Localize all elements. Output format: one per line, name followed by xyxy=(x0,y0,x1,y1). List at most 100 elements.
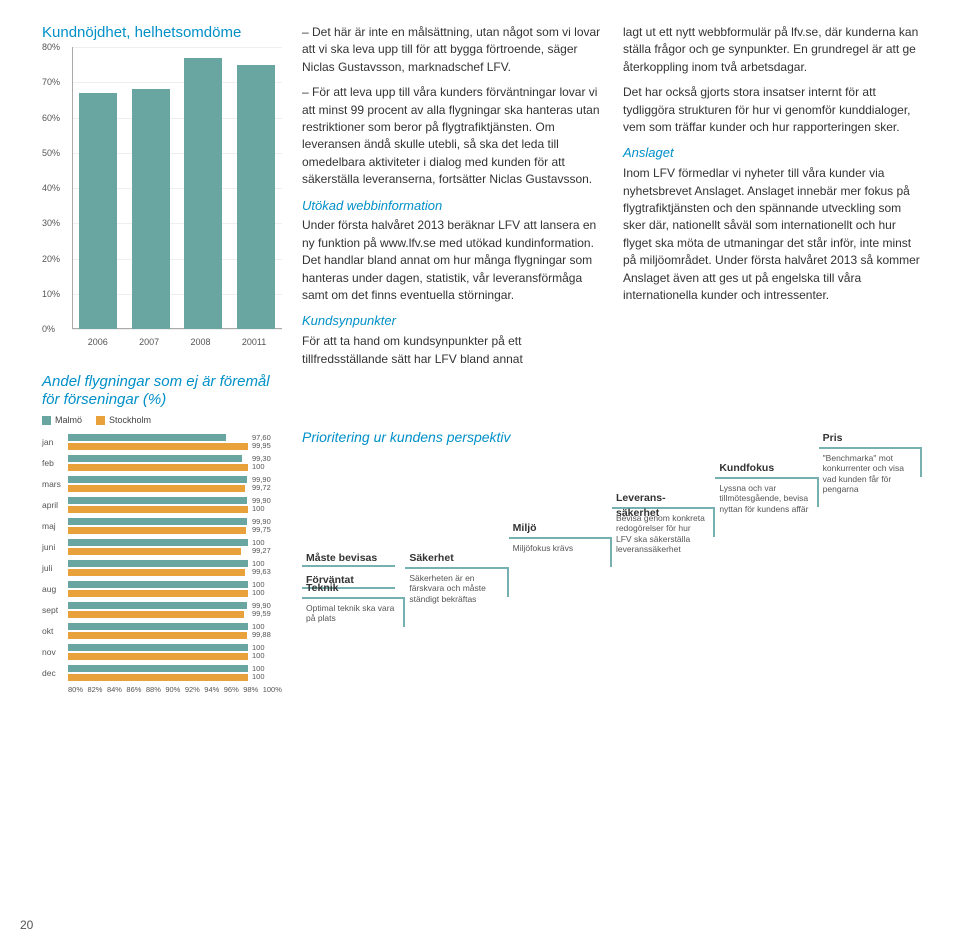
bar xyxy=(237,65,275,329)
stair-label: Säkerhet xyxy=(409,551,453,566)
ytick: 70% xyxy=(42,77,60,87)
para: – För att leva upp till våra kunders för… xyxy=(302,84,603,188)
month-label: juli xyxy=(42,563,68,573)
heading-utokad: Utökad webbinformation xyxy=(302,197,603,216)
value-labels: 10099,63 xyxy=(252,560,282,575)
bar-malmo xyxy=(68,560,248,567)
bar xyxy=(79,93,117,329)
heading-kundsynpunkter: Kundsynpunkter xyxy=(302,312,603,331)
xtick: 90% xyxy=(165,685,180,694)
stair-label: Kundfokus xyxy=(719,461,774,476)
xtick: 94% xyxy=(204,685,219,694)
chart2-title: Andel flygningar som ej är föremål för f… xyxy=(42,373,282,409)
month-label: sept xyxy=(42,605,68,615)
xlabel: 2008 xyxy=(191,337,211,347)
bar-stockholm xyxy=(68,569,245,576)
bar-stockholm xyxy=(68,464,248,471)
month-label: okt xyxy=(42,626,68,636)
bar-malmo xyxy=(68,476,247,483)
ytick: 50% xyxy=(42,148,60,158)
value-labels: 100100 xyxy=(252,581,282,596)
xtick: 84% xyxy=(107,685,122,694)
page-number: 20 xyxy=(20,918,33,932)
xlabel: 20011 xyxy=(242,337,266,347)
value-labels: 99,9099,75 xyxy=(252,518,282,533)
bar-stockholm xyxy=(68,674,248,681)
bar-stockholm xyxy=(68,485,245,492)
chart2-legend: Malmö Stockholm xyxy=(42,415,282,425)
stair-label: Teknik xyxy=(306,581,338,596)
month-label: juni xyxy=(42,542,68,552)
month-label: dec xyxy=(42,668,68,678)
stair-desc: Bevisa genom konkreta redogörelser för h… xyxy=(616,513,706,554)
bar-stockholm xyxy=(68,590,248,597)
chart1-title: Kundnöjdhet, helhetsomdöme xyxy=(42,24,282,41)
stair-label: Miljö xyxy=(513,521,537,536)
bar-malmo xyxy=(68,434,226,441)
xtick: 82% xyxy=(87,685,102,694)
xtick: 100% xyxy=(263,685,282,694)
value-labels: 99,9099,72 xyxy=(252,476,282,491)
bar-stockholm xyxy=(68,653,248,660)
bar xyxy=(184,58,222,329)
value-labels: 99,30100 xyxy=(252,455,282,470)
bar-malmo xyxy=(68,602,247,609)
month-label: april xyxy=(42,500,68,510)
month-label: mars xyxy=(42,479,68,489)
month-label: maj xyxy=(42,521,68,531)
bar-stockholm xyxy=(68,611,244,618)
bar-stockholm xyxy=(68,548,241,555)
ytick: 10% xyxy=(42,289,60,299)
bar-stockholm xyxy=(68,632,247,639)
month-label: nov xyxy=(42,647,68,657)
xtick: 88% xyxy=(146,685,161,694)
value-labels: 99,90100 xyxy=(252,497,282,512)
bar-malmo xyxy=(68,455,242,462)
stair-label: Pris xyxy=(823,431,843,446)
bar-malmo xyxy=(68,623,248,630)
xlabel: 2006 xyxy=(88,337,108,347)
ytick: 30% xyxy=(42,218,60,228)
value-labels: 99,9099,59 xyxy=(252,602,282,617)
bar-malmo xyxy=(68,497,247,504)
value-labels: 10099,27 xyxy=(252,539,282,554)
ytick: 60% xyxy=(42,113,60,123)
bar-stockholm xyxy=(68,443,248,450)
bar-chart: 0%10%20%30%40%50%60%70%80% 2006200720082… xyxy=(42,47,282,347)
value-labels: 100100 xyxy=(252,665,282,680)
para: Det har också gjorts stora insatser inte… xyxy=(623,84,924,136)
bar-malmo xyxy=(68,581,248,588)
heading-anslaget: Anslaget xyxy=(623,144,924,163)
stair-desc: Optimal teknik ska vara på plats xyxy=(306,603,396,623)
legend-stockholm: Stockholm xyxy=(109,415,151,425)
bar-malmo xyxy=(68,518,247,525)
hbar-chart: jan97,6099,95feb99,30100mars99,9099,72ap… xyxy=(42,431,282,683)
stair-desc: "Benchmarka" mot konkurrenter och visa v… xyxy=(823,453,913,494)
ytick: 20% xyxy=(42,254,60,264)
ytick: 0% xyxy=(42,324,55,334)
stair-extra-label: Måste bevisas xyxy=(306,551,377,566)
value-labels: 100100 xyxy=(252,644,282,659)
xtick: 86% xyxy=(126,685,141,694)
stair-desc: Säkerheten är en färskvara och måste stä… xyxy=(409,573,499,604)
bar-malmo xyxy=(68,665,248,672)
para: Inom LFV förmedlar vi nyheter till våra … xyxy=(623,165,924,304)
ytick: 40% xyxy=(42,183,60,193)
stairs-diagram: Prioritering ur kundens perspektiv Måste… xyxy=(302,427,924,694)
ytick: 80% xyxy=(42,42,60,52)
para: För att ta hand om kundsynpunkter på ett… xyxy=(302,333,603,368)
stair-desc: Lyssna och var tillmötesgående, bevisa n… xyxy=(719,483,809,514)
bar xyxy=(132,89,170,329)
month-label: jan xyxy=(42,437,68,447)
value-labels: 10099,88 xyxy=(252,623,282,638)
xtick: 98% xyxy=(243,685,258,694)
para: Under första halvåret 2013 beräknar LFV … xyxy=(302,217,603,304)
month-label: feb xyxy=(42,458,68,468)
month-label: aug xyxy=(42,584,68,594)
xtick: 96% xyxy=(224,685,239,694)
xtick: 92% xyxy=(185,685,200,694)
stair-desc: Miljöfokus krävs xyxy=(513,543,603,553)
legend-malmo: Malmö xyxy=(55,415,82,425)
xlabel: 2007 xyxy=(139,337,159,347)
xtick: 80% xyxy=(68,685,83,694)
